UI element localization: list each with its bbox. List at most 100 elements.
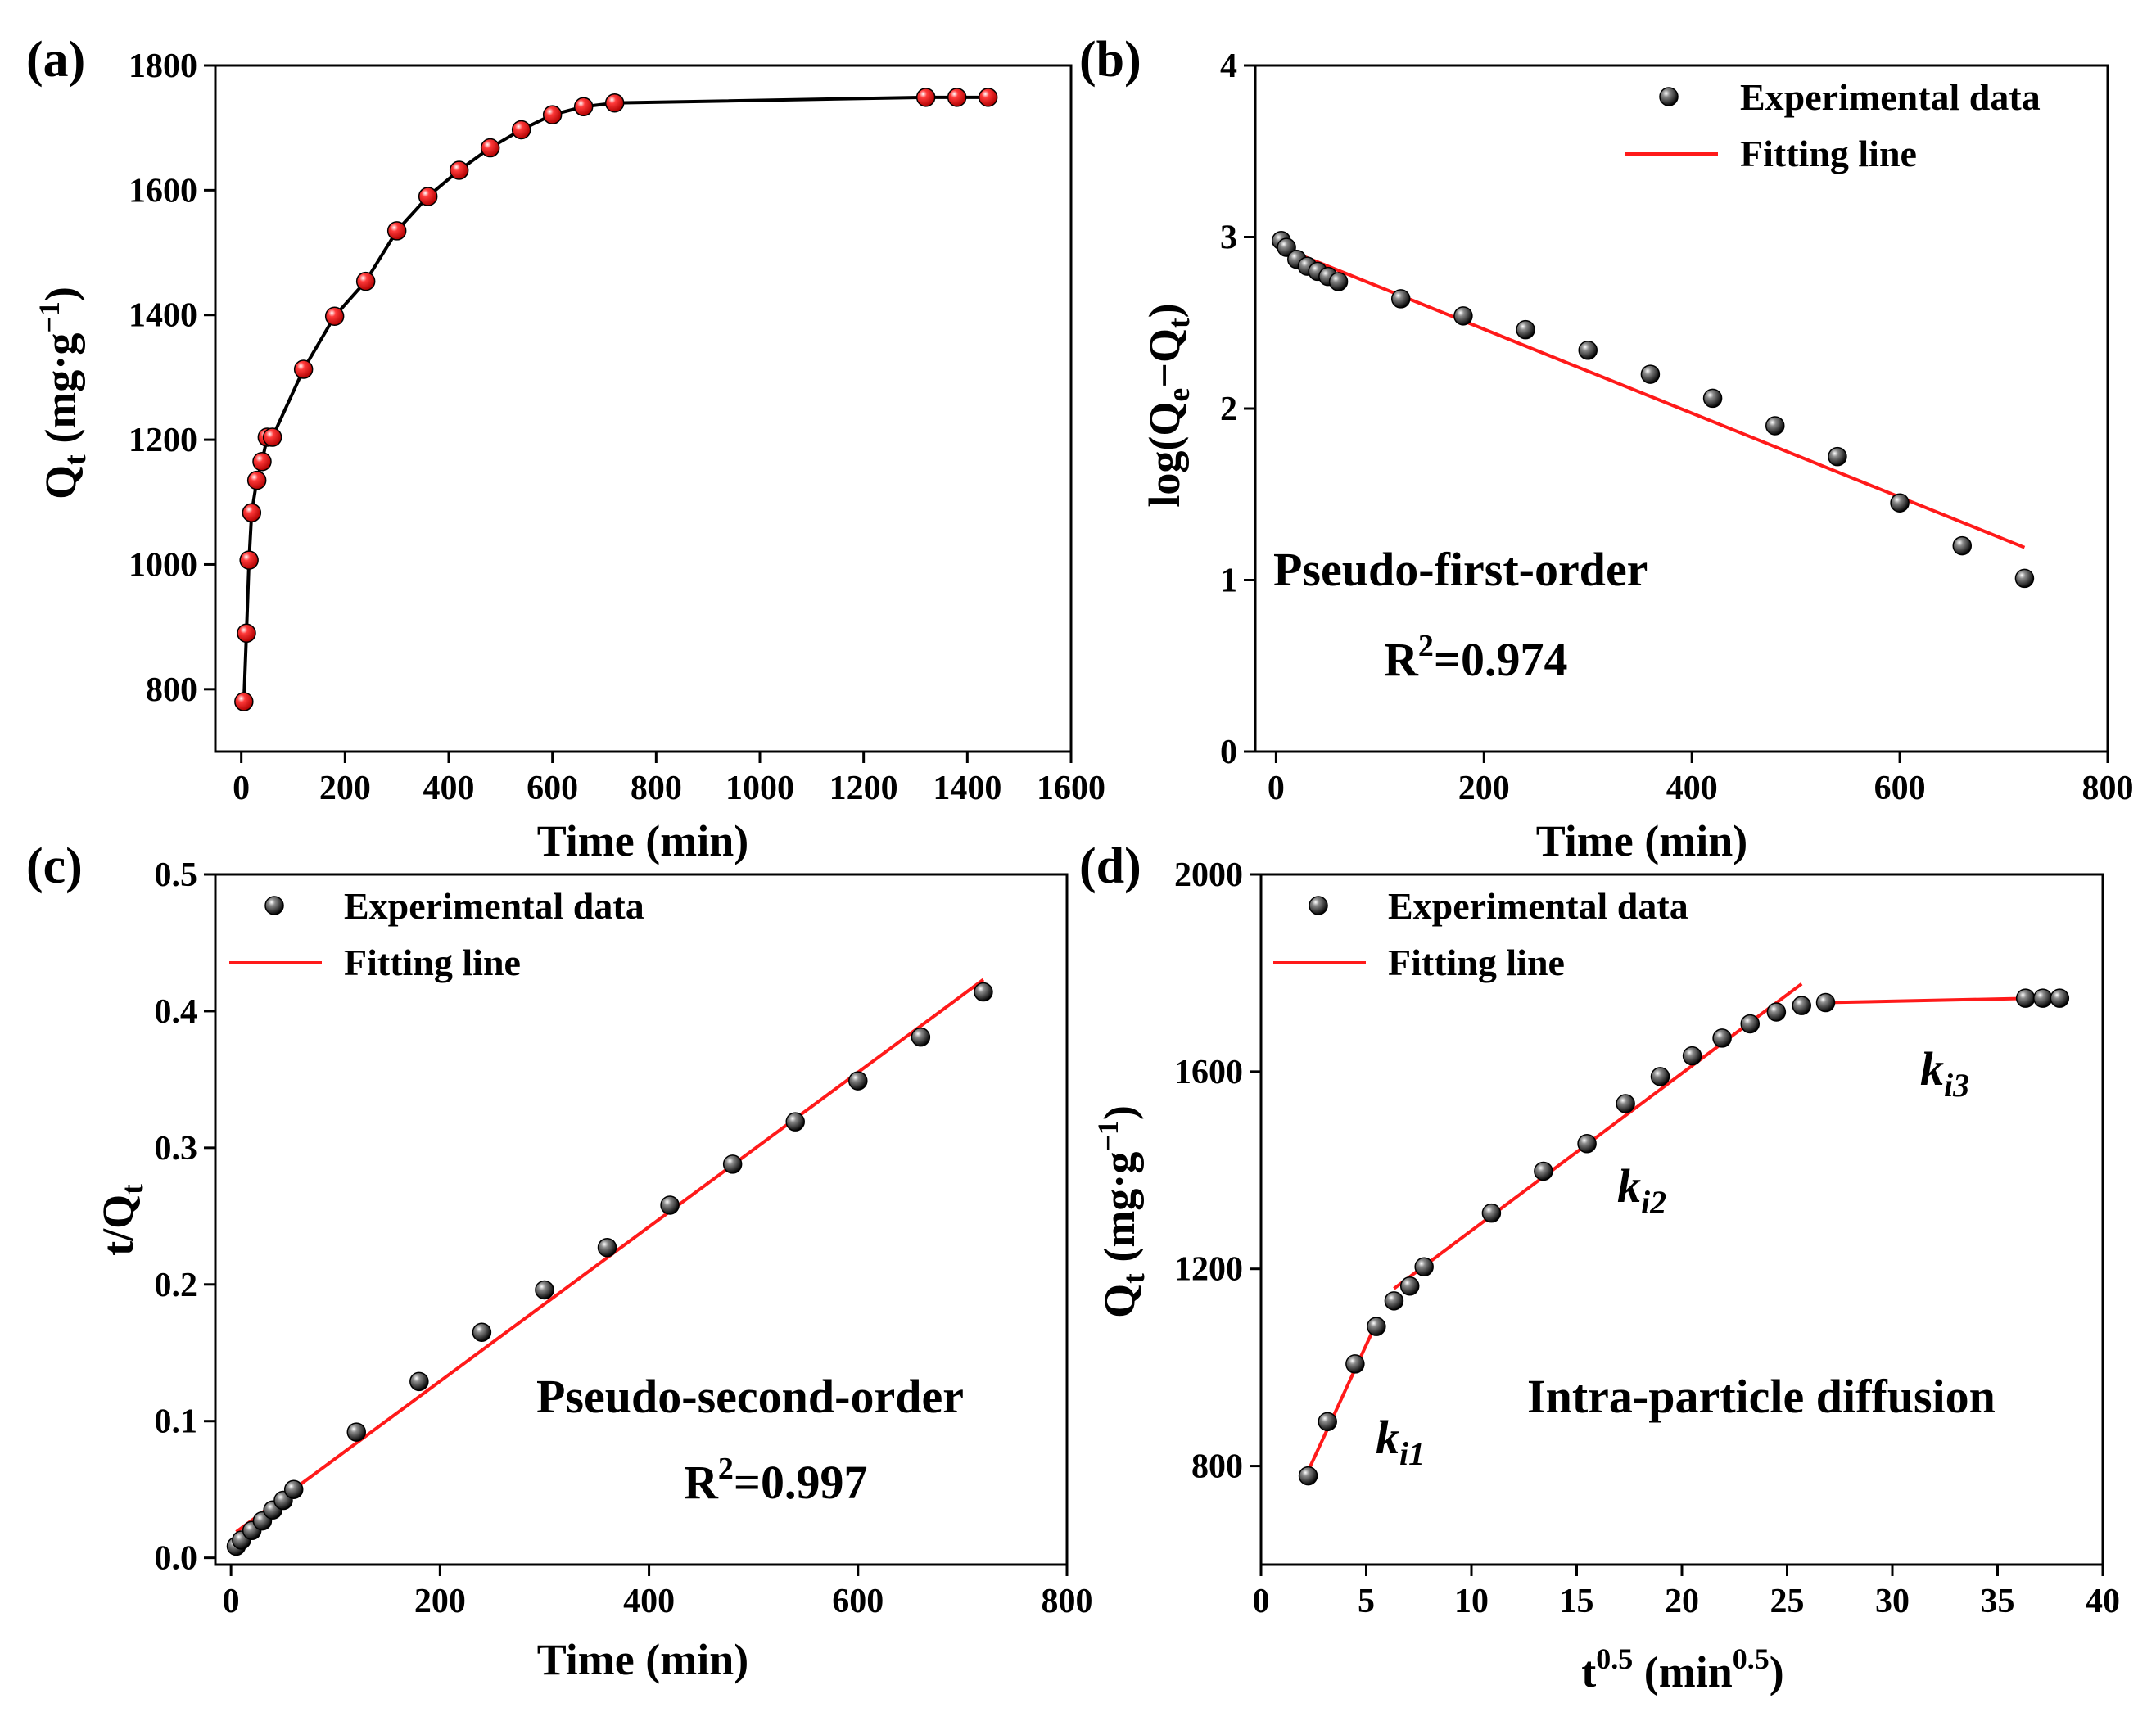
- panel-b-x-tick-label: 400: [1666, 770, 1718, 807]
- panel-b-data-point: [1453, 306, 1473, 326]
- panel-d-points: [1298, 988, 2070, 1486]
- panel-d-data-point: [1534, 1161, 1553, 1181]
- panel-a-data-point: [355, 271, 376, 291]
- panel-c-x-tick-label: 600: [832, 1583, 884, 1620]
- panel-d-data-point: [1298, 1466, 1318, 1486]
- panel-a-data-point: [604, 93, 625, 113]
- panel-b-model-label: Pseudo-first-order: [1273, 543, 1648, 596]
- panel-d-y-axis-label: Qt (mg·g−1): [1092, 1105, 1151, 1318]
- panel-c-data-point: [409, 1371, 429, 1392]
- panel-d-data-point: [2050, 988, 2070, 1008]
- panel-d-x-tick-label: 15: [1560, 1583, 1594, 1620]
- panel-c-y-axis-label: t/Qt: [93, 1184, 150, 1256]
- panel-a-data-point: [480, 138, 500, 158]
- panel-c-points: [226, 982, 993, 1556]
- panel-d-x-tick-label: 35: [1981, 1583, 2015, 1620]
- panel-a-x-tick-label: 200: [319, 770, 371, 807]
- panel-d-data-point: [1481, 1203, 1502, 1223]
- panel-d-x-ticks: 0 5 10 15 20 25 30 35 40: [1253, 1565, 2120, 1620]
- panel-b-label: (b): [1079, 32, 1141, 88]
- panel-a-data-point: [449, 160, 469, 180]
- panel-b: (b) 0 1 2 3 4 0 200 400 600 800 Experimental dat…: [1079, 32, 2134, 865]
- panel-a-data-point: [242, 503, 262, 522]
- panel-b-x-tick-label: 200: [1458, 770, 1510, 807]
- panel-a-x-tick-label: 1600: [1037, 770, 1105, 807]
- panel-a-y-tick-label: 1800: [129, 47, 197, 85]
- panel-b-y-axis-label: log(Qe−Qt): [1140, 303, 1196, 507]
- panel-c: (c) 0.0 0.1 0.2 0.3 0.4 0.5 0 200 400 600 800 Exp…: [26, 838, 1093, 1684]
- panel-c-x-tick-label: 800: [1042, 1583, 1093, 1620]
- panel-c-data-point: [472, 1322, 492, 1342]
- panel-d-data-point: [1792, 996, 1811, 1015]
- panel-d-model-label: Intra-particle diffusion: [1527, 1370, 1996, 1423]
- panel-d-k-i3-label: ki3: [1920, 1042, 1969, 1104]
- panel-b-x-axis-label: Time (min): [1536, 816, 1747, 865]
- panel-d-data-point: [1345, 1354, 1365, 1374]
- panel-a-data-point: [418, 187, 438, 206]
- panel-b-data-point: [1328, 272, 1349, 291]
- panel-a-data-point: [234, 692, 254, 711]
- panel-c-legend-marker: [264, 896, 284, 915]
- panel-b-data-point: [1702, 388, 1723, 409]
- panel-d-x-tick-label: 0: [1253, 1583, 1270, 1620]
- panel-a-y-tick-label: 1000: [129, 546, 197, 584]
- panel-d-data-point: [1577, 1134, 1597, 1154]
- panel-c-x-tick-label: 400: [623, 1583, 675, 1620]
- panel-a-data-point: [386, 221, 407, 241]
- panel-b-legend-experimental: Experimental data: [1740, 76, 2041, 118]
- panel-a-x-tick-label: 600: [527, 770, 578, 807]
- panel-b-y-tick-label: 2: [1220, 391, 1237, 428]
- panel-b-points: [1271, 230, 2035, 589]
- panel-c-y-tick-label: 0.2: [155, 1267, 198, 1304]
- panel-d-data-point: [2033, 988, 2053, 1008]
- panel-c-y-tick-label: 0.0: [155, 1540, 198, 1578]
- panel-c-x-axis-label: Time (min): [537, 1635, 748, 1684]
- panel-d-data-point: [1740, 1014, 1761, 1034]
- panel-b-x-ticks: 0 200 400 600 800: [1268, 752, 2134, 807]
- panel-c-y-tick-label: 0.5: [155, 856, 198, 894]
- panel-c-r-squared: R2=0.997: [684, 1452, 867, 1509]
- panel-d-x-tick-label: 20: [1665, 1583, 1699, 1620]
- panel-d-x-tick-label: 40: [2086, 1583, 2120, 1620]
- panel-d-data-point: [1318, 1412, 1337, 1432]
- panel-c-data-point: [848, 1071, 868, 1091]
- panel-a-x-tick-label: 400: [423, 770, 475, 807]
- panel-b-data-point: [1890, 493, 1910, 513]
- panel-a-data-point: [573, 97, 594, 117]
- panel-d-y-ticks: 800 1200 1600 2000: [1174, 856, 1261, 1486]
- panel-a-data-point: [542, 105, 563, 124]
- panel-b-legend-fitting: Fitting line: [1740, 133, 1917, 174]
- panel-b-x-tick-label: 0: [1268, 770, 1285, 807]
- panel-d-y-tick-label: 1600: [1174, 1054, 1243, 1091]
- panel-d-y-tick-label: 2000: [1174, 856, 1243, 894]
- panel-a-x-tick-label: 1200: [829, 770, 898, 807]
- panel-d-y-tick-label: 800: [1191, 1448, 1243, 1486]
- panel-b-y-tick-label: 1: [1220, 562, 1237, 600]
- panel-c-x-ticks: 0 200 400 600 800: [223, 1565, 1093, 1620]
- panel-d-x-tick-label: 30: [1875, 1583, 1910, 1620]
- panel-a-y-ticks: 800 1000 1200 1400 1600 1800: [129, 47, 215, 709]
- panel-a-data-point: [511, 120, 531, 140]
- panel-d-label: (d): [1079, 838, 1141, 894]
- panel-b-y-tick-label: 4: [1220, 47, 1237, 85]
- panel-b-x-tick-label: 600: [1874, 770, 1926, 807]
- panel-b-data-point: [2014, 568, 2035, 589]
- panel-d-x-tick-label: 25: [1770, 1583, 1805, 1620]
- panel-a-data-point: [239, 550, 259, 570]
- panel-d-data-point: [1682, 1046, 1702, 1066]
- panel-b-data-point: [1765, 416, 1785, 436]
- panel-a-y-tick-label: 800: [146, 671, 197, 709]
- panel-d-data-point: [1384, 1291, 1404, 1311]
- panel-a-x-tick-label: 0: [233, 770, 250, 807]
- panel-d-legend: Experimental data Fitting line: [1273, 885, 1688, 983]
- panel-a-y-tick-label: 1200: [129, 422, 197, 459]
- panel-c-data-point: [597, 1237, 617, 1258]
- panel-d-y-tick-label: 1200: [1174, 1251, 1243, 1289]
- panel-c-data-point: [974, 982, 993, 1002]
- panel-a-series-line: [242, 95, 988, 702]
- panel-c-data-point: [283, 1479, 304, 1499]
- panel-c-legend-experimental: Experimental data: [344, 885, 644, 927]
- panel-d-legend-marker: [1309, 896, 1328, 915]
